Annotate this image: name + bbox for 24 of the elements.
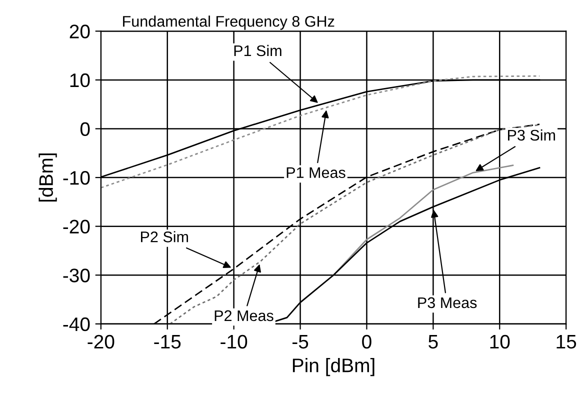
y-tick-label: 10 [70, 73, 90, 88]
x-tick-label: 10 [490, 334, 510, 349]
x-tick-label: -20 [88, 334, 114, 349]
y-tick-label: -10 [63, 171, 90, 185]
annotation: P1 Sim [234, 44, 282, 56]
x-tick-label: 15 [556, 335, 576, 349]
annotation: P3 Sim [508, 129, 555, 141]
chart-title: Fundamental Frequency 8 GHz [123, 16, 334, 30]
x-axis-title: Pin [dBm] [292, 358, 374, 376]
x-tick-label: 0 [362, 334, 372, 349]
y-tick-label: -40 [63, 317, 90, 332]
annotation: P2 Sim [141, 231, 188, 242]
x-tick-label: -10 [220, 334, 248, 349]
y-tick-label: 20 [70, 24, 90, 38]
x-tick-label: -5 [292, 335, 308, 349]
annotation: P3 Meas [418, 297, 477, 308]
y-tick-label: 0 [80, 122, 90, 136]
x-tick-label: -15 [154, 335, 181, 349]
y-tick-label: -30 [63, 268, 90, 282]
y-tick-label: -20 [63, 220, 90, 234]
annotation: P2 Meas [214, 310, 274, 322]
annotation: P1 Meas [286, 167, 346, 178]
x-tick-label: 5 [428, 335, 438, 349]
y-axis-title: [dBm] [38, 154, 57, 202]
